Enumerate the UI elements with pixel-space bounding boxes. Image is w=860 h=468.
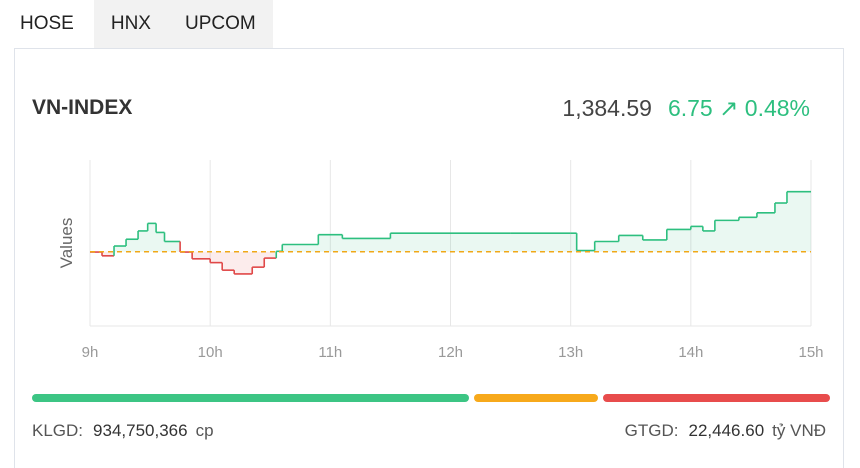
area-segment — [318, 235, 342, 252]
area-segment — [210, 252, 222, 263]
breadth-unchanged-segment — [474, 394, 598, 402]
x-tick-label: 12h — [438, 344, 463, 361]
area-segment — [390, 233, 510, 252]
area-segment — [571, 233, 577, 252]
area-segment — [342, 238, 390, 251]
x-tick-label: 14h — [678, 344, 703, 361]
trend-up-icon: ↗ — [719, 95, 738, 121]
index-name: VN-INDEX — [32, 96, 132, 120]
intraday-chart: Values 9h 10h 11h 12h 13h 14h 15h — [0, 150, 860, 368]
tab-upcom[interactable]: UPCOM — [168, 0, 273, 48]
volume-label: KLGD: — [32, 421, 83, 440]
turnover-value: 22,446.60 — [689, 421, 765, 440]
x-tick-label: 15h — [798, 344, 823, 361]
area-segment — [148, 223, 156, 251]
area-segment — [282, 245, 318, 252]
x-tick-label: 11h — [318, 344, 342, 361]
area-segment — [595, 241, 619, 251]
volume-value: 934,750,366 — [93, 421, 188, 440]
turnover-unit: tỷ VNĐ — [772, 421, 826, 440]
x-tick-label: 13h — [558, 344, 583, 361]
index-change-percent: 0.48% — [745, 95, 810, 121]
area-segment — [138, 231, 148, 252]
area-segment — [739, 217, 757, 251]
index-value: 1,384.59 — [562, 95, 652, 122]
area-segment — [126, 239, 138, 252]
exchange-tabs: HOSE HNX UPCOM — [0, 0, 273, 48]
area-segment — [715, 220, 739, 251]
x-axis-ticks: 9h 10h 11h 12h 13h 14h 15h — [82, 344, 824, 361]
x-tick-label: 9h — [82, 344, 99, 361]
area-segment — [165, 241, 181, 251]
area-segment — [114, 246, 126, 252]
tab-hose[interactable]: HOSE — [0, 0, 94, 48]
area-segment — [775, 203, 787, 252]
x-tick-label: 10h — [198, 344, 223, 361]
breadth-up-segment — [32, 394, 469, 402]
y-axis-label: Values — [57, 218, 76, 269]
area-segment — [691, 226, 703, 251]
turnover-label: GTGD: — [625, 421, 679, 440]
index-change: 6.75 ↗ 0.48% — [668, 95, 810, 122]
area-segment — [192, 252, 210, 259]
area-segment — [252, 252, 264, 267]
breadth-down-segment — [603, 394, 830, 402]
area-segment — [643, 240, 667, 252]
volume-unit: cp — [196, 421, 214, 440]
area-segment — [703, 231, 715, 252]
area-segment — [156, 232, 164, 251]
index-price: 1,384.59 6.75 ↗ 0.48% — [562, 95, 810, 122]
area-segment — [667, 229, 691, 251]
area-segment — [511, 233, 571, 252]
area-segment — [619, 235, 643, 251]
volume-info: KLGD: 934,750,366 cp — [32, 421, 214, 441]
area-segment — [222, 252, 234, 270]
index-change-points: 6.75 — [668, 95, 713, 121]
area-segment — [234, 252, 252, 274]
area-segment — [787, 192, 811, 252]
tab-hnx[interactable]: HNX — [94, 0, 168, 48]
area-segment — [264, 252, 276, 258]
market-breadth-bar — [32, 394, 830, 402]
turnover-info: GTGD: 22,446.60 tỷ VNĐ — [625, 421, 826, 441]
area-segment — [757, 213, 775, 252]
